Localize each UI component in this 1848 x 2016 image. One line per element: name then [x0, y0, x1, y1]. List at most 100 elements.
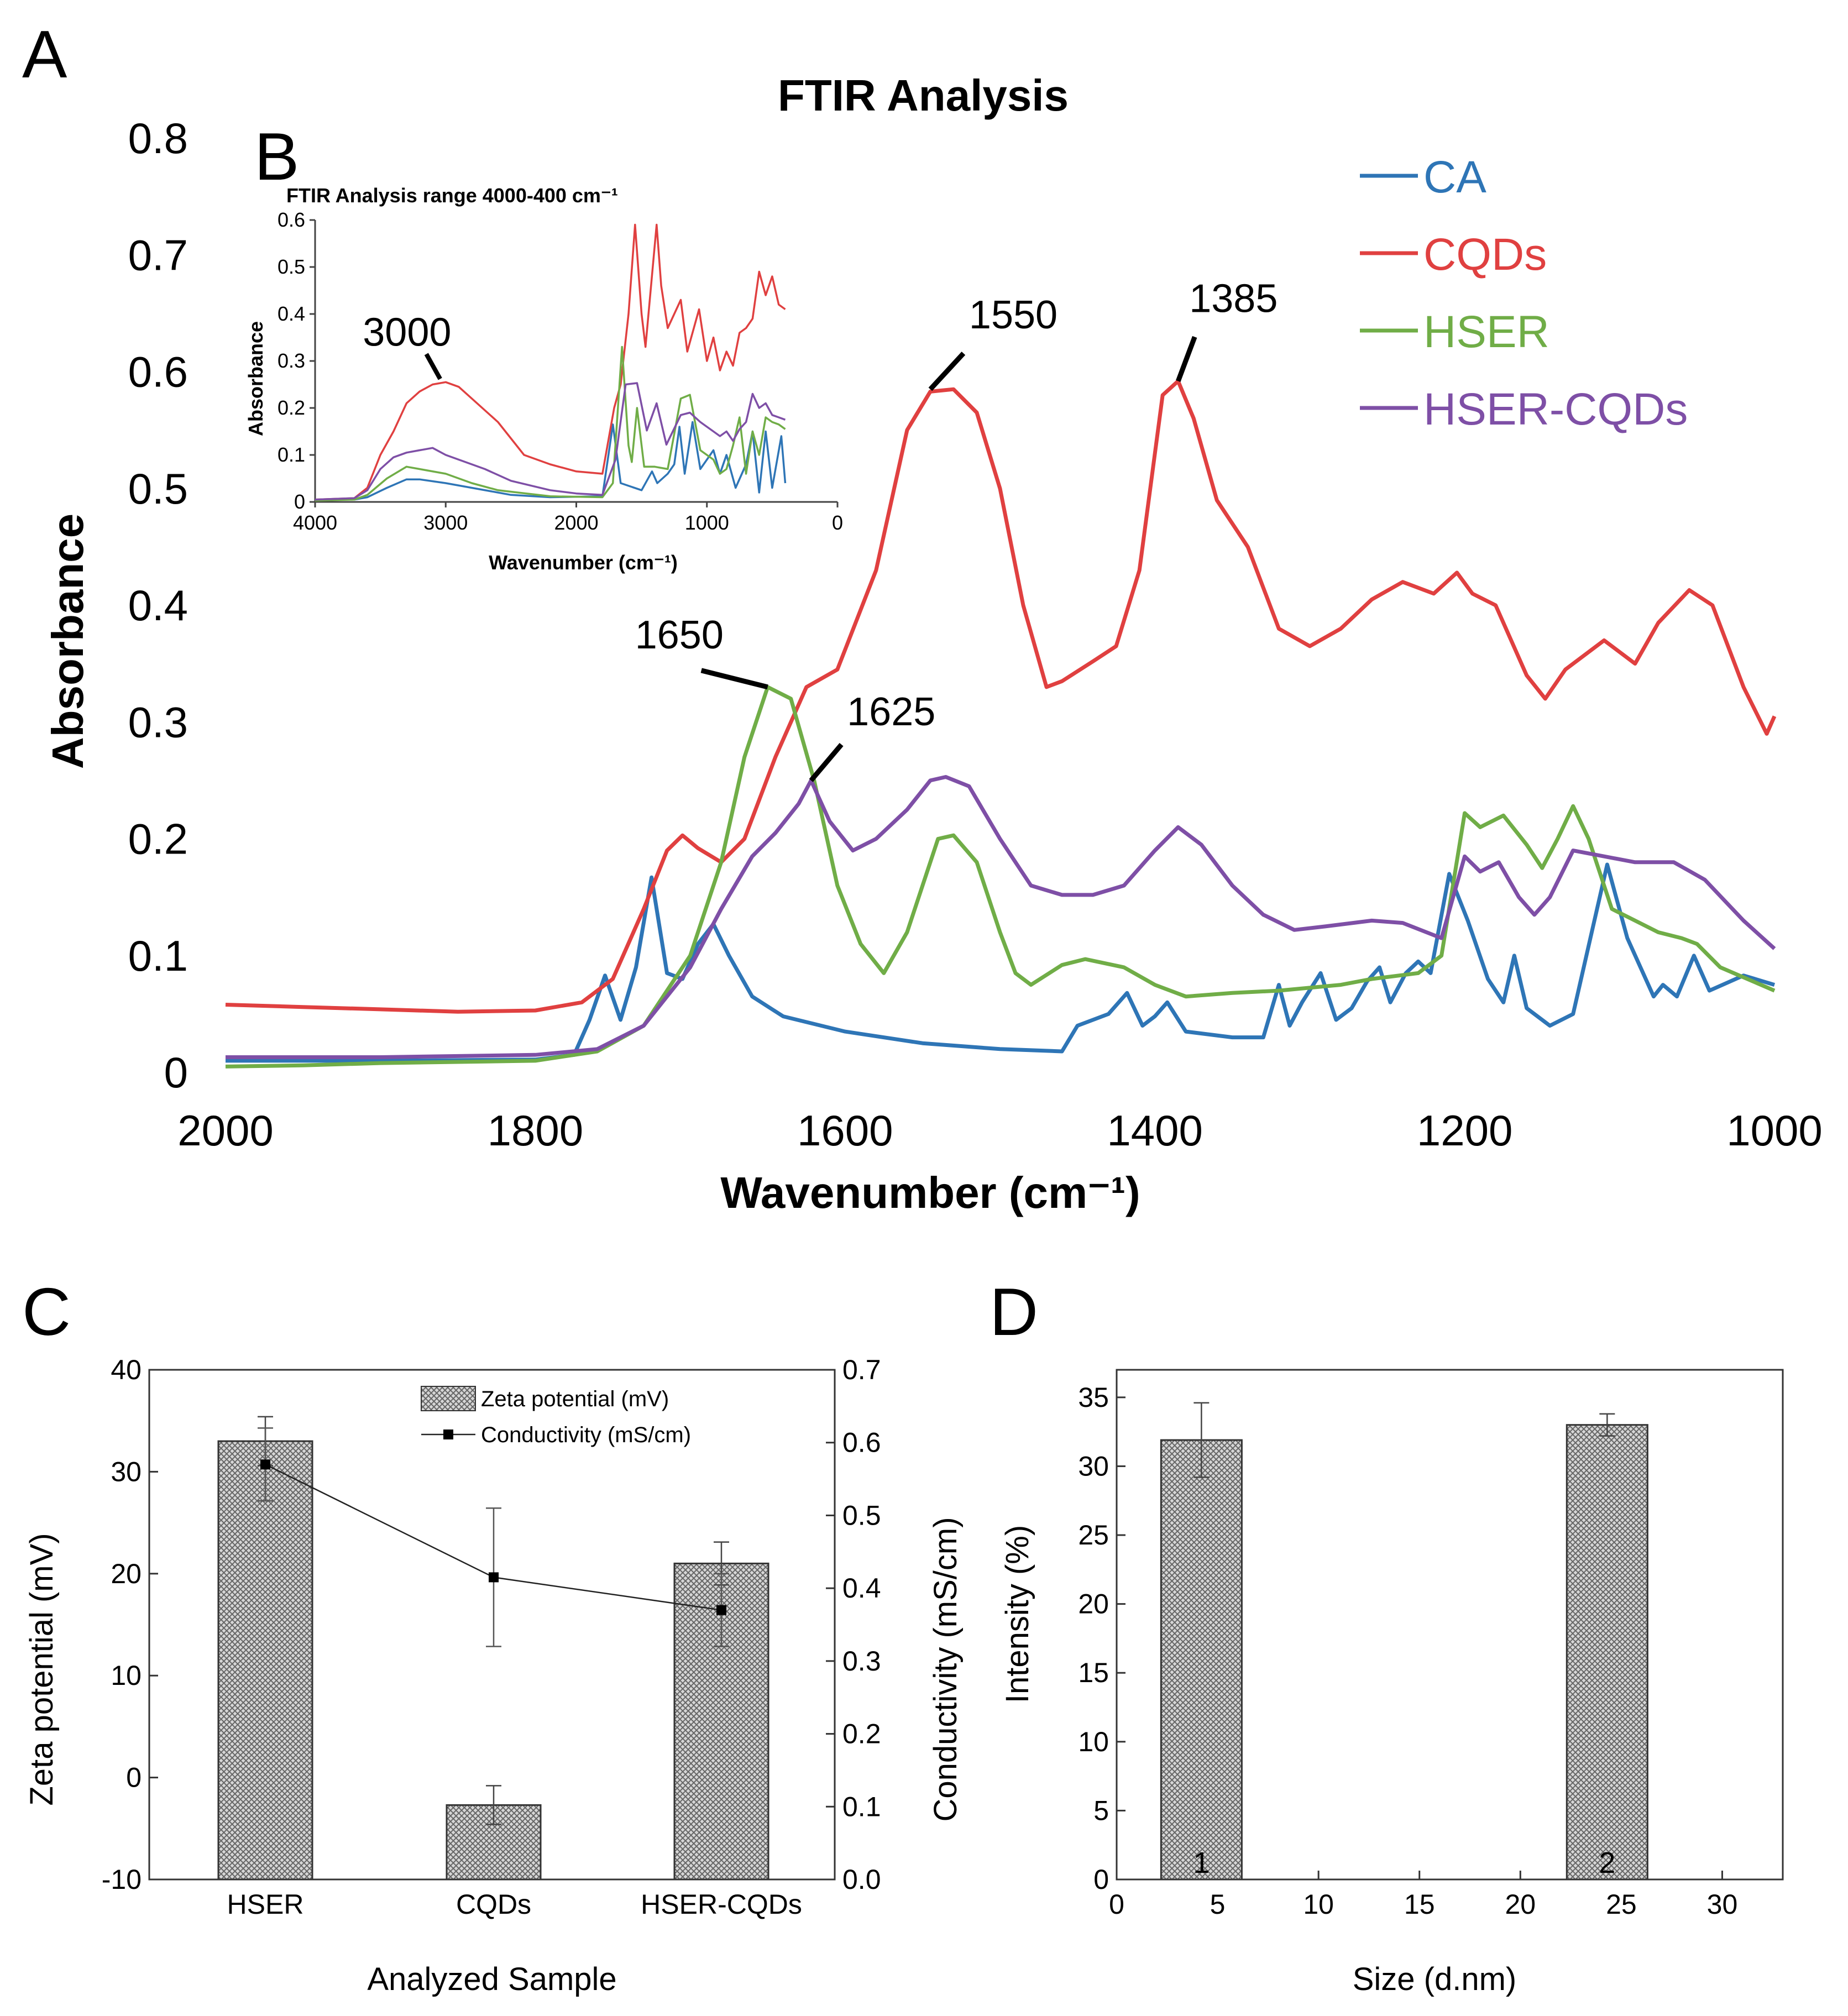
chart-c-legend-swatch-marker: [443, 1429, 453, 1439]
chart-c-ytick-right-0.3: 0.3: [842, 1646, 881, 1677]
chart-b-xlabel: Wavenumber (cm⁻¹): [489, 551, 678, 574]
chart-d-ytick-10: 10: [1078, 1726, 1109, 1757]
chart-c-ylabel-right: Conductivity (mS/cm): [928, 1517, 964, 1821]
chart-a-annotation-line-1385: [1176, 336, 1197, 382]
chart-b-line-hser: [315, 345, 786, 502]
chart-c: Analyzed Sample Zeta potential (mV) Cond…: [24, 1354, 964, 1997]
chart-c-bar-hser: [217, 1440, 313, 1881]
chart-d-ytick-30: 30: [1078, 1451, 1109, 1481]
chart-b-x-ticks: 4000 3000 2000 1000 0: [293, 502, 843, 534]
chart-b-xtick-4000: 4000: [293, 511, 337, 534]
chart-a-ytick-3: 0.3: [128, 698, 188, 746]
chart-c-conductivity-point-hser: [260, 1459, 270, 1470]
chart-d-bar-1: [1160, 1439, 1243, 1881]
chart-b-xtick-0: 0: [832, 511, 843, 534]
panel-label-a: A: [22, 17, 67, 92]
chart-a-annotations: 1650 1550 1385 1625: [635, 276, 1278, 782]
chart-a-xtick-1600: 1600: [797, 1106, 893, 1155]
chart-d-ytick-25: 25: [1078, 1520, 1109, 1551]
chart-a-legend: CA CQDs HSER HSER-CQDs: [1360, 152, 1688, 434]
chart-d: Size (d.nm) Intensity (%) 0 5 10 15 20 25 30 0 5…: [999, 1369, 1784, 1997]
chart-a-ytick-7: 0.7: [128, 231, 188, 279]
chart-c-xtick-hser: HSER: [227, 1889, 304, 1920]
chart-b-ylabel: Absorbance: [244, 321, 267, 436]
chart-c-ylabel: Zeta potential (mV): [24, 1533, 60, 1805]
chart-c-legend: Zeta potential (mV) Conductivity (mS/cm): [421, 1386, 691, 1447]
chart-a-xtick-1800: 1800: [488, 1106, 584, 1155]
chart-d-bar-label-1: 1: [1193, 1846, 1210, 1879]
chart-d-ytick-0: 0: [1093, 1864, 1109, 1895]
chart-b-ytick-3: 0.3: [278, 349, 305, 372]
chart-c-ticks: -10 0 10 20 30 40 0.0 0.1 0.2 0.3 0.4 0.5 0.6 0.7 HSER…: [102, 1354, 881, 1920]
chart-d-ytick-5: 5: [1093, 1795, 1109, 1826]
chart-b-series: [315, 223, 787, 502]
chart-c-legend-swatch-zeta: [421, 1386, 476, 1411]
chart-a-annotation-1385: 1385: [1189, 276, 1278, 321]
chart-b-y-ticks: 0 0.1 0.2 0.3 0.4 0.5 0.6: [278, 208, 315, 513]
chart-a-legend-hser: HSER: [1423, 307, 1549, 357]
chart-b-ytick-5: 0.5: [278, 255, 305, 278]
chart-a-ytick-6: 0.6: [128, 348, 188, 396]
chart-c-bars: [217, 1416, 769, 1881]
chart-b-line-cqds: [315, 223, 786, 501]
chart-d-xtick-10: 10: [1303, 1889, 1334, 1920]
chart-d-plot-frame: [1116, 1369, 1784, 1881]
chart-c-xlabel: Analyzed Sample: [367, 1961, 616, 1997]
chart-a-xlabel: Wavenumber (cm⁻¹): [720, 1168, 1140, 1217]
chart-c-ytick--10: -10: [102, 1864, 142, 1895]
chart-b-line-hser-cqds: [315, 382, 786, 501]
chart-a-legend-cqds: CQDs: [1423, 229, 1547, 280]
chart-d-xtick-25: 25: [1606, 1889, 1637, 1920]
chart-a-y-ticks: 0 0.1 0.2 0.3 0.4 0.5 0.6 0.7 0.8: [128, 114, 188, 1097]
chart-b-ytick-6: 0.6: [278, 208, 305, 231]
chart-b-ytick-0: 0: [294, 490, 305, 513]
chart-a-line-cqds: [225, 379, 1777, 1014]
chart-c-ytick-0: 0: [126, 1762, 142, 1793]
panel-label-b: B: [254, 119, 299, 194]
chart-c-legend-zeta: Zeta potential (mV): [481, 1387, 669, 1411]
chart-a-ytick-0: 0: [164, 1048, 188, 1097]
chart-b-xtick-1000: 1000: [685, 511, 729, 534]
chart-c-conductivity-line: [258, 1427, 729, 1647]
chart-c-conductivity-point-cqds: [489, 1572, 499, 1583]
chart-b-axes: [314, 220, 837, 503]
chart-a-annotation-line-1550: [928, 352, 966, 391]
chart-d-frame: [1116, 1369, 1784, 1881]
chart-c-xtick-hser-cqds: HSER-CQDs: [641, 1889, 802, 1920]
chart-b-title: FTIR Analysis range 4000-400 cm⁻¹: [286, 184, 618, 207]
chart-d-bar-label-2: 2: [1599, 1846, 1615, 1879]
chart-b-ytick-4: 0.4: [278, 302, 305, 325]
chart-d-xtick-15: 15: [1404, 1889, 1435, 1920]
chart-c-ytick-right-0.0: 0.0: [842, 1864, 881, 1895]
chart-c-ytick-30: 30: [111, 1456, 142, 1487]
chart-b-inset: FTIR Analysis range 4000-400 cm⁻¹ Wavenu…: [244, 184, 843, 574]
chart-d-xtick-5: 5: [1210, 1889, 1226, 1920]
chart-c-ytick-40: 40: [111, 1354, 142, 1385]
chart-c-conductivity-point-hser-cqds: [716, 1605, 726, 1615]
chart-d-bar-error-1: [1193, 1402, 1210, 1478]
chart-c-ytick-right-0.1: 0.1: [842, 1791, 881, 1822]
chart-d-ylabel: Intensity (%): [999, 1525, 1035, 1703]
chart-c-xtick-cqds: CQDs: [456, 1889, 531, 1920]
chart-c-ytick-right-0.2: 0.2: [842, 1719, 881, 1750]
chart-c-ytick-right-0.5: 0.5: [842, 1500, 881, 1531]
chart-a-ytick-2: 0.2: [128, 815, 188, 863]
chart-d-ytick-20: 20: [1078, 1589, 1109, 1620]
chart-a-line-hser: [225, 685, 1776, 1069]
chart-d-ytick-35: 35: [1078, 1382, 1109, 1413]
chart-d-xlabel: Size (d.nm): [1353, 1961, 1517, 1997]
chart-d-bar-error-2: [1599, 1413, 1615, 1437]
chart-c-bar-error-cqds: [486, 1785, 501, 1825]
chart-a-xtick-2000: 2000: [177, 1106, 274, 1155]
chart-d-xtick-30: 30: [1707, 1889, 1738, 1920]
chart-c-legend-conductivity: Conductivity (mS/cm): [481, 1423, 691, 1447]
chart-c-ytick-right-0.7: 0.7: [842, 1354, 881, 1385]
chart-a-legend-ca: CA: [1423, 152, 1486, 202]
chart-a-series: [225, 379, 1777, 1069]
chart-b-ytick-1: 0.1: [278, 443, 305, 466]
chart-a-annotation-1650: 1650: [635, 613, 724, 657]
chart-a: FTIR Analysis Wavenumber (cm⁻¹) Absorban…: [43, 71, 1823, 1217]
chart-d-ticks: 0 5 10 15 20 25 30 0 5 10 15 20 25 30 35: [1078, 1382, 1737, 1920]
chart-d-xtick-20: 20: [1505, 1889, 1536, 1920]
